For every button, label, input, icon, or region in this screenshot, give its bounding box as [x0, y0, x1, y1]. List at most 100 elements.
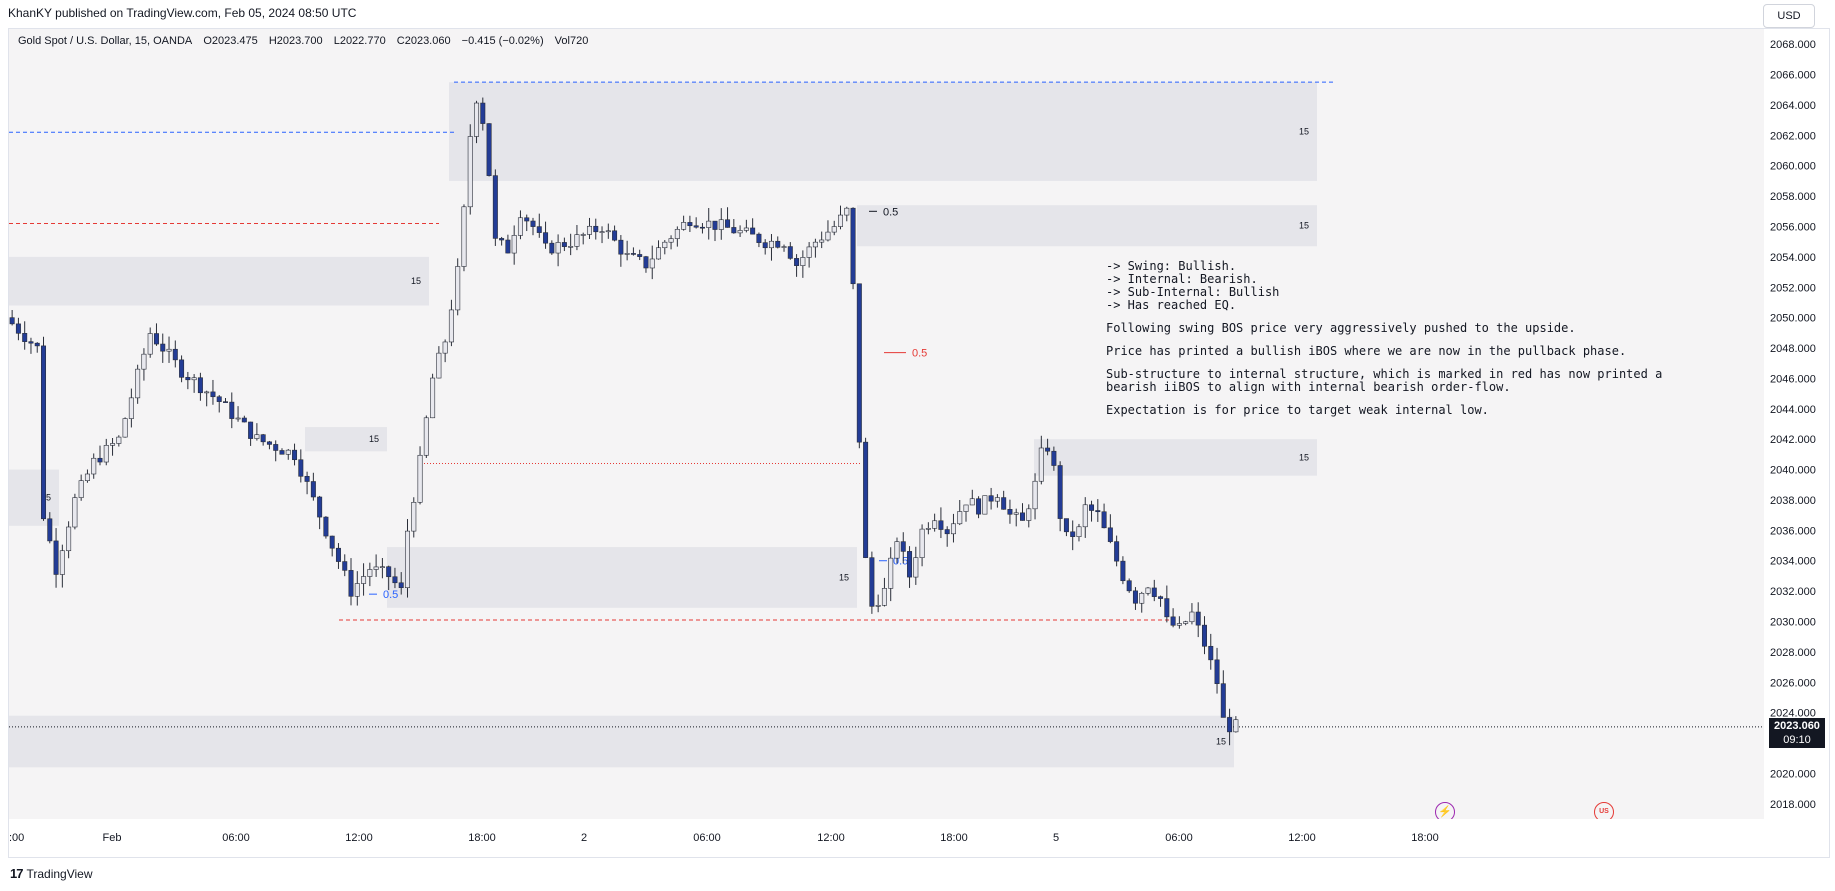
candle-body: [110, 443, 116, 446]
note-paragraph: Price has printed a bullish iBOS where w…: [1106, 344, 1627, 358]
time-tick: 12:00: [1288, 832, 1316, 844]
candle-body: [1214, 659, 1220, 684]
candle-body: [1183, 621, 1189, 624]
footer-brand[interactable]: 17 TradingView: [10, 866, 93, 881]
price-tick: 2068.000: [1770, 39, 1816, 51]
candle-body: [72, 497, 78, 528]
candle-body: [1132, 590, 1138, 604]
candle-body: [1038, 447, 1044, 482]
candle-body: [1070, 531, 1076, 537]
candle-body: [1007, 509, 1013, 515]
candle-body: [179, 359, 185, 378]
candle-body: [1145, 587, 1151, 594]
plot-area[interactable]: 15151515151515150.50.50.50.5 Gold Spot /…: [9, 29, 1764, 819]
candle-body: [486, 123, 492, 176]
candle-body: [1208, 645, 1214, 661]
candle-body: [448, 309, 454, 343]
lightning-icon[interactable]: ⚡: [1435, 802, 1455, 819]
candle-body: [762, 242, 768, 249]
candle-body: [310, 481, 316, 498]
currency-button[interactable]: USD: [1763, 4, 1815, 28]
candle-body: [141, 353, 147, 370]
candle-body: [656, 247, 662, 260]
time-axis[interactable]: :00 Feb 06:00 12:00 18:00 2 06:00 12:00 18:00 5 06…: [9, 819, 1764, 857]
candle-body: [417, 454, 423, 503]
candle-body: [517, 217, 523, 236]
candle-body: [323, 516, 329, 537]
candle-body: [436, 352, 442, 379]
candle-body: [84, 473, 90, 481]
candle-body: [963, 504, 969, 512]
price-tick: 2032.000: [1770, 586, 1816, 598]
price-axis[interactable]: 2018.0002020.0002022.0002024.0002026.000…: [1764, 29, 1829, 819]
candle-body: [919, 528, 925, 558]
price-tick: 2054.000: [1770, 252, 1816, 264]
candle-body: [894, 541, 900, 559]
candle-body: [103, 445, 109, 463]
zone-label: 15: [1299, 221, 1309, 231]
footer-brand-label: TradingView: [26, 866, 93, 881]
liquidity-zone: [857, 205, 1317, 247]
note-line: -> Internal: Bearish.: [1106, 272, 1258, 286]
candle-body: [668, 238, 674, 243]
candle-body: [932, 520, 938, 529]
candle-body: [404, 530, 410, 588]
chart-frame: 15151515151515150.50.50.50.5 Gold Spot /…: [8, 28, 1830, 858]
candle-body: [913, 557, 919, 578]
candle-body: [681, 222, 687, 230]
candle-body: [317, 496, 323, 518]
candle-body: [643, 256, 649, 269]
candle-body: [750, 227, 756, 235]
liquidity-zone: [9, 469, 59, 526]
legend-low: L2022.770: [333, 35, 386, 47]
candle-body: [988, 495, 994, 502]
candle-body: [499, 238, 505, 241]
candle-body: [135, 368, 141, 399]
candle-body: [1139, 593, 1145, 604]
time-tick: 5: [1053, 832, 1059, 844]
candle-body: [210, 391, 216, 398]
candle-body: [812, 241, 818, 248]
candle-body: [1076, 526, 1082, 537]
candle-body: [875, 605, 881, 607]
symbol-legend: Gold Spot / U.S. Dollar, 15, OANDA O2023…: [18, 35, 596, 47]
candle-body: [718, 219, 724, 230]
candle-body: [116, 436, 122, 444]
candle-body: [128, 397, 134, 419]
price-chart: 15151515151515150.50.50.50.5: [9, 81, 1764, 768]
time-tick: :00: [9, 832, 24, 844]
us-flag-icon[interactable]: US: [1594, 802, 1614, 819]
time-tick: 18:00: [1411, 832, 1439, 844]
candle-body: [737, 230, 743, 234]
legend-symbol[interactable]: Gold Spot / U.S. Dollar, 15, OANDA: [18, 35, 193, 47]
price-tick: 2024.000: [1770, 708, 1816, 720]
note-line: -> Sub-Internal: Bullish: [1106, 285, 1280, 299]
note-line: -> Has reached EQ.: [1106, 298, 1237, 312]
candle-body: [423, 417, 429, 456]
candle-body: [279, 450, 285, 455]
candle-body: [888, 557, 894, 589]
candle-body: [1101, 511, 1107, 529]
note-paragraph: Following swing BOS price very aggressiv…: [1106, 321, 1576, 335]
candle-body: [1120, 560, 1126, 582]
candle-body: [442, 341, 448, 354]
candle-body: [586, 225, 592, 235]
candle-body: [768, 240, 774, 249]
candle-body: [555, 242, 561, 254]
candle-body: [1195, 611, 1201, 626]
candle-body: [47, 518, 53, 542]
candle-body: [254, 434, 260, 439]
price-tick: 2066.000: [1770, 70, 1816, 82]
candle-body: [266, 441, 272, 445]
zone-label: 15: [1299, 127, 1309, 137]
candle-body: [461, 206, 467, 267]
candle-body: [15, 323, 21, 334]
candle-body: [1107, 527, 1113, 542]
legend-open: O2023.475: [203, 35, 258, 47]
candle-body: [273, 444, 279, 451]
legend-volume: Vol720: [554, 35, 589, 47]
candle-body: [1126, 580, 1132, 592]
candle-body: [662, 241, 668, 249]
time-tick: 06:00: [693, 832, 721, 844]
time-tick: 12:00: [817, 832, 845, 844]
